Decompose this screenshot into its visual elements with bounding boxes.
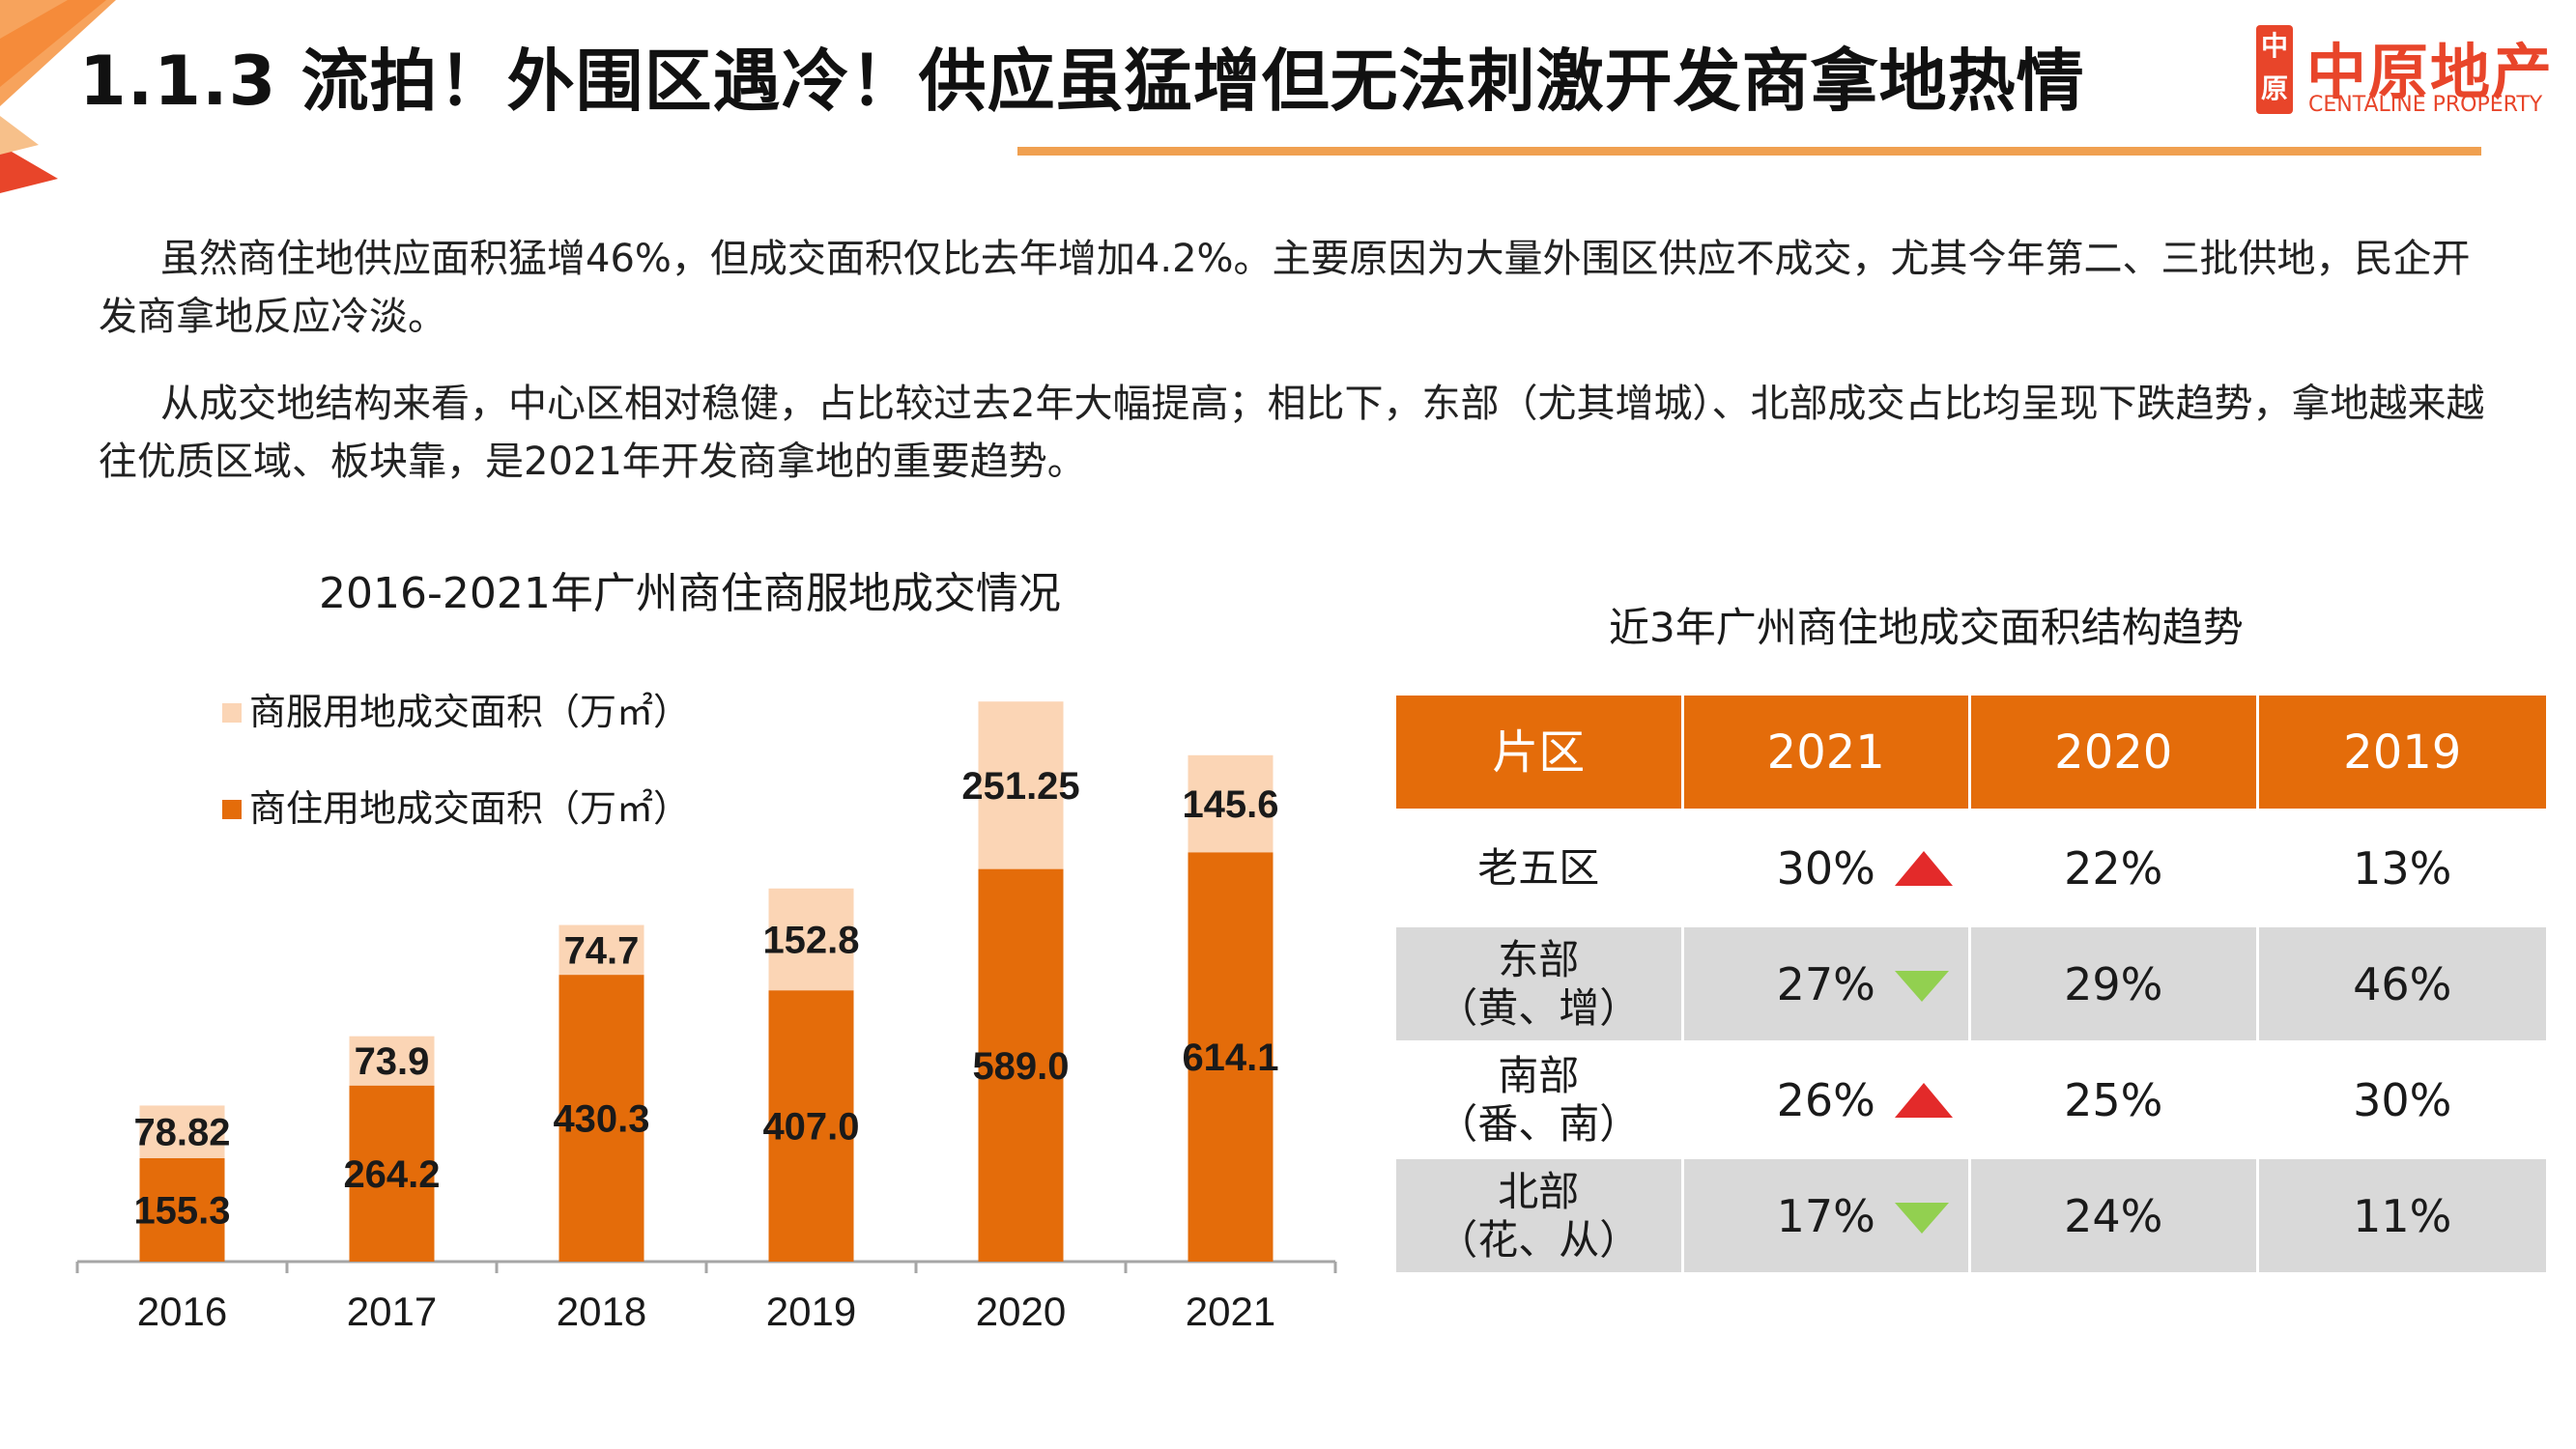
value-2021-text: 17% xyxy=(1776,1189,1875,1242)
region-name: 老五区 xyxy=(1477,843,1600,892)
region-cell: 老五区 xyxy=(1396,811,1684,924)
structure-table: 片区 2021 2020 2019 老五区 30% 22% 13% 东部 （黄、… xyxy=(1396,696,2546,1275)
bar-residential xyxy=(349,1085,435,1262)
value-2019: 46% xyxy=(2353,957,2452,1010)
value-2020: 22% xyxy=(1971,811,2259,924)
legend-label: 商服用地成交面积（万㎡） xyxy=(249,691,690,733)
value-2020: 24% xyxy=(1971,1159,2259,1272)
data-label-residential: 614.1 xyxy=(1182,1037,1278,1079)
data-label-commercial: 145.6 xyxy=(1182,783,1278,826)
trend-down-icon xyxy=(1894,1202,1949,1234)
data-label-residential: 430.3 xyxy=(553,1098,649,1141)
table-row: 东部 （黄、增） 27% 29% 46% xyxy=(1396,927,2546,1043)
title-underline xyxy=(1017,147,2481,156)
region-cell: 北部 （花、从） xyxy=(1396,1159,1684,1272)
table-row: 北部 （花、从） 17% 24% 11% xyxy=(1396,1159,2546,1275)
data-label-commercial: 73.9 xyxy=(355,1040,430,1083)
header-2019: 2019 xyxy=(2343,724,2462,780)
data-label-commercial: 78.82 xyxy=(133,1112,230,1154)
value-2021: 26% xyxy=(1684,1043,1971,1156)
stacked-bar-chart: 155.3 78.82 2016 264.2 73.9 2017 430.3 74.7 2018… xyxy=(75,691,1337,1334)
value-2019: 13% xyxy=(2353,841,2452,895)
data-label-commercial: 152.8 xyxy=(762,919,859,961)
bar-commercial xyxy=(349,1036,435,1086)
paragraph-supply-text: 虽然商住地供应面积猛增46%，但成交面积仅比去年增加4.2%。主要原因为大量外围… xyxy=(99,237,2471,339)
x-tick-label: 2019 xyxy=(766,1289,856,1334)
legend-label: 商住用地成交面积（万㎡） xyxy=(249,787,690,830)
value-2021: 27% xyxy=(1684,927,1971,1040)
header-region: 片区 xyxy=(1396,696,1684,809)
trend-up-icon xyxy=(1894,850,1953,886)
chart-title: 2016-2021年广州商住商服地成交情况 xyxy=(319,569,1061,618)
logo-name-en: CENTALINE PROPERTY xyxy=(2308,93,2543,117)
legend-swatch xyxy=(222,703,242,723)
slide-title: 1.1.3 流拍！外围区遇冷！供应虽猛增但无法刺激开发商拿地热情 xyxy=(79,42,2085,121)
trend-up-icon xyxy=(1894,1082,1953,1118)
data-label-residential: 155.3 xyxy=(133,1189,230,1232)
logo-seal-icon: 中原 xyxy=(2256,25,2293,114)
value-2021-text: 30% xyxy=(1776,841,1875,895)
region-districts: （番、南） xyxy=(1437,1099,1641,1148)
value-2021: 17% xyxy=(1684,1159,1971,1272)
table-title: 近3年广州商住地成交面积结构趋势 xyxy=(1609,604,2244,651)
data-label-residential: 589.0 xyxy=(972,1045,1069,1088)
value-2021-text: 27% xyxy=(1776,957,1875,1010)
region-name: 南部 xyxy=(1498,1051,1580,1099)
x-tick-label: 2016 xyxy=(137,1289,227,1334)
value-2021-text: 26% xyxy=(1776,1073,1875,1126)
trend-down-icon xyxy=(1894,970,1949,1002)
bar-residential xyxy=(978,868,1064,1262)
region-name: 北部 xyxy=(1498,1167,1580,1215)
header-2021: 2021 xyxy=(1684,696,1971,809)
data-label-commercial: 74.7 xyxy=(564,929,640,972)
paragraph-structure: 从成交地结构来看，中心区相对稳健，占比较过去2年大幅提高；相比下，东部（尤其增城… xyxy=(99,375,2495,491)
bar-commercial xyxy=(978,701,1064,869)
value-2020: 29% xyxy=(1971,927,2259,1040)
region-districts: （黄、增） xyxy=(1437,983,1641,1032)
bar-residential xyxy=(1188,852,1274,1262)
bar-commercial xyxy=(139,1105,225,1158)
table-header-row: 片区 2021 2020 2019 xyxy=(1396,696,2546,811)
value-2019: 11% xyxy=(2353,1189,2452,1242)
value-2020: 25% xyxy=(1971,1043,2259,1156)
bar-commercial xyxy=(1188,754,1274,853)
legend-swatch xyxy=(222,800,242,819)
bar-commercial xyxy=(558,924,644,976)
x-tick-label: 2017 xyxy=(347,1289,437,1334)
x-tick-label: 2021 xyxy=(1186,1289,1275,1334)
bar-residential xyxy=(768,990,854,1262)
data-label-commercial: 251.25 xyxy=(961,765,1079,808)
region-name: 东部 xyxy=(1498,935,1580,983)
company-logo: 中原 中原地产 CENTALINE PROPERTY xyxy=(2256,25,2570,122)
bar-residential xyxy=(139,1157,225,1262)
region-districts: （花、从） xyxy=(1437,1215,1641,1264)
value-2021: 30% xyxy=(1684,811,1971,924)
data-label-residential: 407.0 xyxy=(762,1106,859,1149)
bar-residential xyxy=(558,975,644,1262)
bar-commercial xyxy=(768,888,854,991)
table-row: 老五区 30% 22% 13% xyxy=(1396,811,2546,927)
region-cell: 东部 （黄、增） xyxy=(1396,927,1684,1040)
logo-name-cn: 中原地产 xyxy=(2306,37,2555,107)
corner-decoration xyxy=(0,0,116,193)
value-2019: 30% xyxy=(2353,1073,2452,1126)
x-tick-label: 2020 xyxy=(976,1289,1066,1334)
paragraph-structure-text: 从成交地结构来看，中心区相对稳健，占比较过去2年大幅提高；相比下，东部（尤其增城… xyxy=(99,382,2485,484)
paragraph-supply: 虽然商住地供应面积猛增46%，但成交面积仅比去年增加4.2%。主要原因为大量外围… xyxy=(99,230,2495,346)
data-label-residential: 264.2 xyxy=(343,1153,440,1196)
table-row: 南部 （番、南） 26% 25% 30% xyxy=(1396,1043,2546,1159)
header-2020: 2020 xyxy=(1971,696,2259,809)
region-cell: 南部 （番、南） xyxy=(1396,1043,1684,1156)
x-tick-label: 2018 xyxy=(557,1289,646,1334)
